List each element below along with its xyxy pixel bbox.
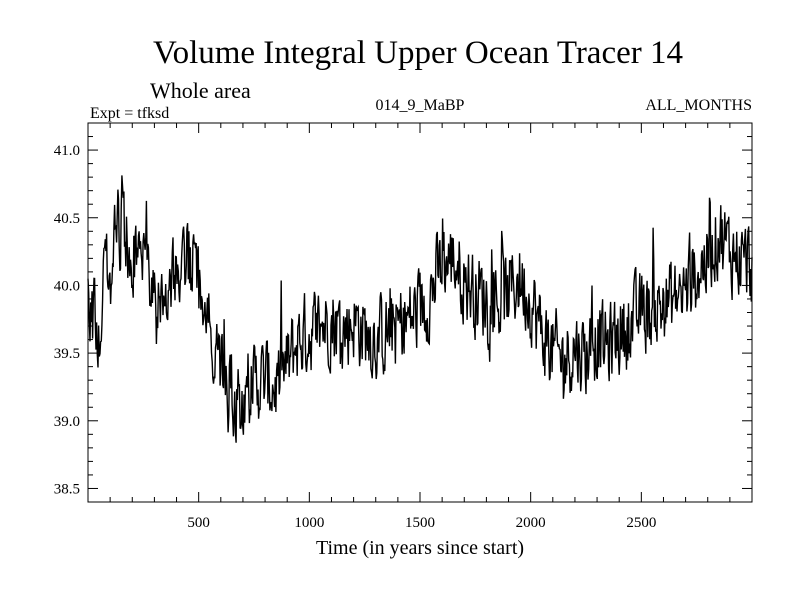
x-tick-label: 1000 [294, 515, 324, 531]
plot-frame [87, 122, 753, 503]
x-axis-label: Time (in years since start) [316, 537, 524, 559]
experiment-label: Expt = tfksd [90, 105, 169, 122]
series-line [87, 175, 753, 443]
y-tick-label: 38.5 [54, 481, 80, 497]
x-tick-label: 2500 [626, 515, 656, 531]
y-tick-label: 39.0 [54, 414, 80, 430]
x-tick-label: 2000 [516, 515, 546, 531]
y-tick-label: 41.0 [54, 143, 80, 159]
series-group [87, 175, 753, 443]
x-tick-label: 500 [187, 515, 210, 531]
chart-title: Volume Integral Upper Ocean Tracer 14 [153, 35, 683, 71]
chart-subtitle: Whole area [150, 78, 251, 103]
y-tick-label: 40.0 [54, 278, 80, 294]
period-label: ALL_MONTHS [645, 97, 752, 114]
axis-ticks: 500 1000 1500 2000 2500 38.5 39.0 39.5 40.0 40.5 4… [54, 123, 752, 531]
y-tick-label: 40.5 [54, 211, 80, 227]
run-label: 014_9_MaBP [376, 97, 465, 114]
y-tick-label: 39.5 [54, 346, 80, 362]
x-tick-label: 1500 [405, 515, 435, 531]
